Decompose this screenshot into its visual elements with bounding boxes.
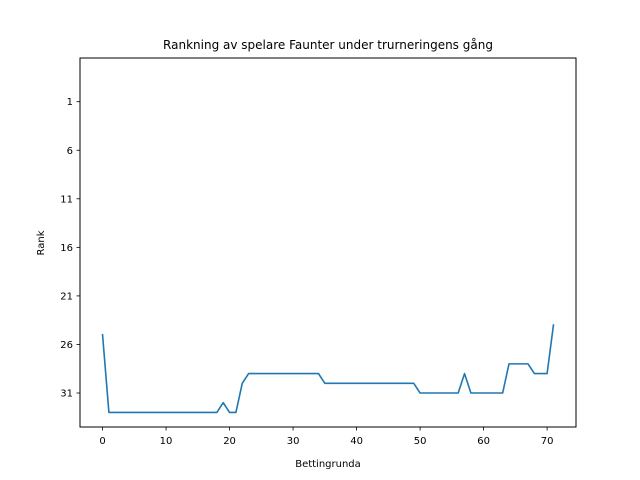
rank-series-line xyxy=(101,324,555,414)
y-axis-label: Rank xyxy=(36,230,47,255)
y-tick-label: 31 xyxy=(60,389,73,400)
x-tick-label: 50 xyxy=(414,436,427,447)
chart-title: Rankning av spelare Faunter under trurne… xyxy=(163,38,493,52)
y-tick-label: 21 xyxy=(60,291,73,302)
y-tick-label: 26 xyxy=(60,340,73,351)
y-tick-label: 6 xyxy=(67,146,73,157)
x-tick-label: 30 xyxy=(287,436,300,447)
x-axis-label: Bettingrunda xyxy=(295,459,361,470)
x-tick-label: 40 xyxy=(350,436,363,447)
x-axis: 0 10 20 30 40 50 60 70 xyxy=(99,427,553,447)
axes-frame xyxy=(79,57,577,428)
x-tick-label: 60 xyxy=(477,436,490,447)
y-tick-label: 1 xyxy=(67,97,73,108)
x-tick-label: 70 xyxy=(541,436,554,447)
x-tick-label: 10 xyxy=(160,436,173,447)
y-tick-label: 11 xyxy=(60,194,73,205)
x-tick-label: 0 xyxy=(99,436,105,447)
plot-area xyxy=(101,324,555,414)
x-tick-label: 20 xyxy=(223,436,236,447)
y-tick-label: 16 xyxy=(60,243,73,254)
